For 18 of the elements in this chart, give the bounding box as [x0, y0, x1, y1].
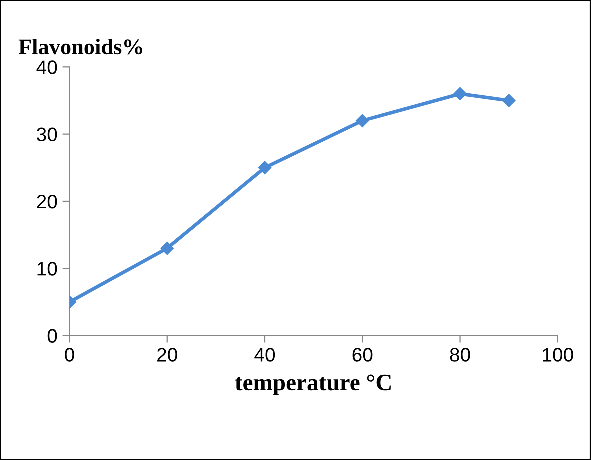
y-tick-label: 10 — [38, 262, 58, 276]
y-tick-label: 20 — [37, 194, 58, 209]
x-tick-label: 100 — [543, 348, 574, 362]
y-tick-label: 40 — [36, 60, 58, 74]
point — [160, 242, 174, 256]
point — [258, 161, 272, 174]
point — [502, 94, 516, 108]
point — [454, 87, 467, 101]
x-tick-label: 60 — [352, 348, 373, 362]
y-axis-title: Flavonoids% — [18, 38, 142, 55]
x-tick-label: 80 — [450, 348, 470, 362]
x-tick-label: 0 — [65, 348, 74, 362]
x-tick-label: 20 — [158, 348, 178, 362]
x-axis-title: temperature °C — [235, 374, 391, 396]
y-tick-label: 30 — [37, 128, 58, 142]
y-tick-label: 0 — [48, 329, 58, 344]
x-tick-label: 40 — [254, 348, 276, 362]
point — [356, 114, 370, 128]
